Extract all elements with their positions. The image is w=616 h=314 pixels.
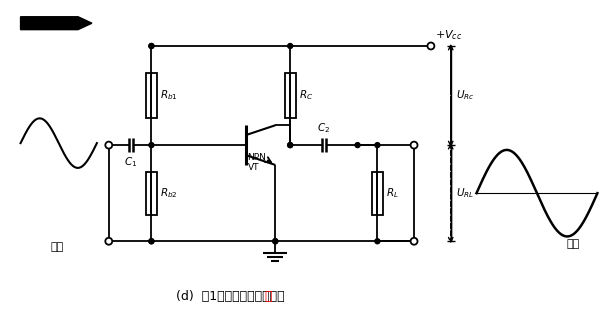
- Circle shape: [411, 238, 418, 245]
- Text: NPN
VT: NPN VT: [248, 153, 266, 172]
- Circle shape: [355, 143, 360, 148]
- Text: 态: 态: [265, 290, 272, 303]
- Circle shape: [288, 143, 293, 148]
- Text: $R_L$: $R_L$: [386, 186, 399, 200]
- Circle shape: [288, 143, 293, 148]
- Circle shape: [288, 44, 293, 48]
- Text: 输出: 输出: [566, 239, 579, 249]
- Circle shape: [273, 239, 278, 244]
- Circle shape: [273, 239, 278, 244]
- Circle shape: [375, 239, 380, 244]
- Text: $R_{b1}$: $R_{b1}$: [160, 89, 177, 102]
- Circle shape: [149, 239, 154, 244]
- Circle shape: [149, 239, 154, 244]
- Text: $R_{b2}$: $R_{b2}$: [160, 186, 177, 200]
- Circle shape: [149, 44, 154, 48]
- Text: $U_{RL}$: $U_{RL}$: [456, 186, 474, 200]
- Text: $U_{Rc}$: $U_{Rc}$: [456, 89, 474, 102]
- Circle shape: [375, 143, 380, 148]
- Bar: [146, 171, 157, 215]
- Circle shape: [105, 142, 112, 149]
- Circle shape: [428, 42, 434, 50]
- Text: $C_1$: $C_1$: [124, 155, 137, 169]
- Bar: [146, 73, 157, 118]
- Text: 输入: 输入: [51, 242, 64, 252]
- Text: $R_C$: $R_C$: [299, 89, 313, 102]
- Text: $+V_{cc}$: $+V_{cc}$: [435, 28, 462, 42]
- Bar: [372, 171, 383, 215]
- Circle shape: [105, 238, 112, 245]
- Text: $C_2$: $C_2$: [317, 122, 330, 135]
- Circle shape: [149, 44, 154, 48]
- Text: (d)  第1周期时输出信号的状: (d) 第1周期时输出信号的状: [176, 290, 285, 303]
- Circle shape: [411, 142, 418, 149]
- Circle shape: [149, 143, 154, 148]
- Bar: [285, 73, 296, 118]
- FancyArrow shape: [20, 17, 92, 30]
